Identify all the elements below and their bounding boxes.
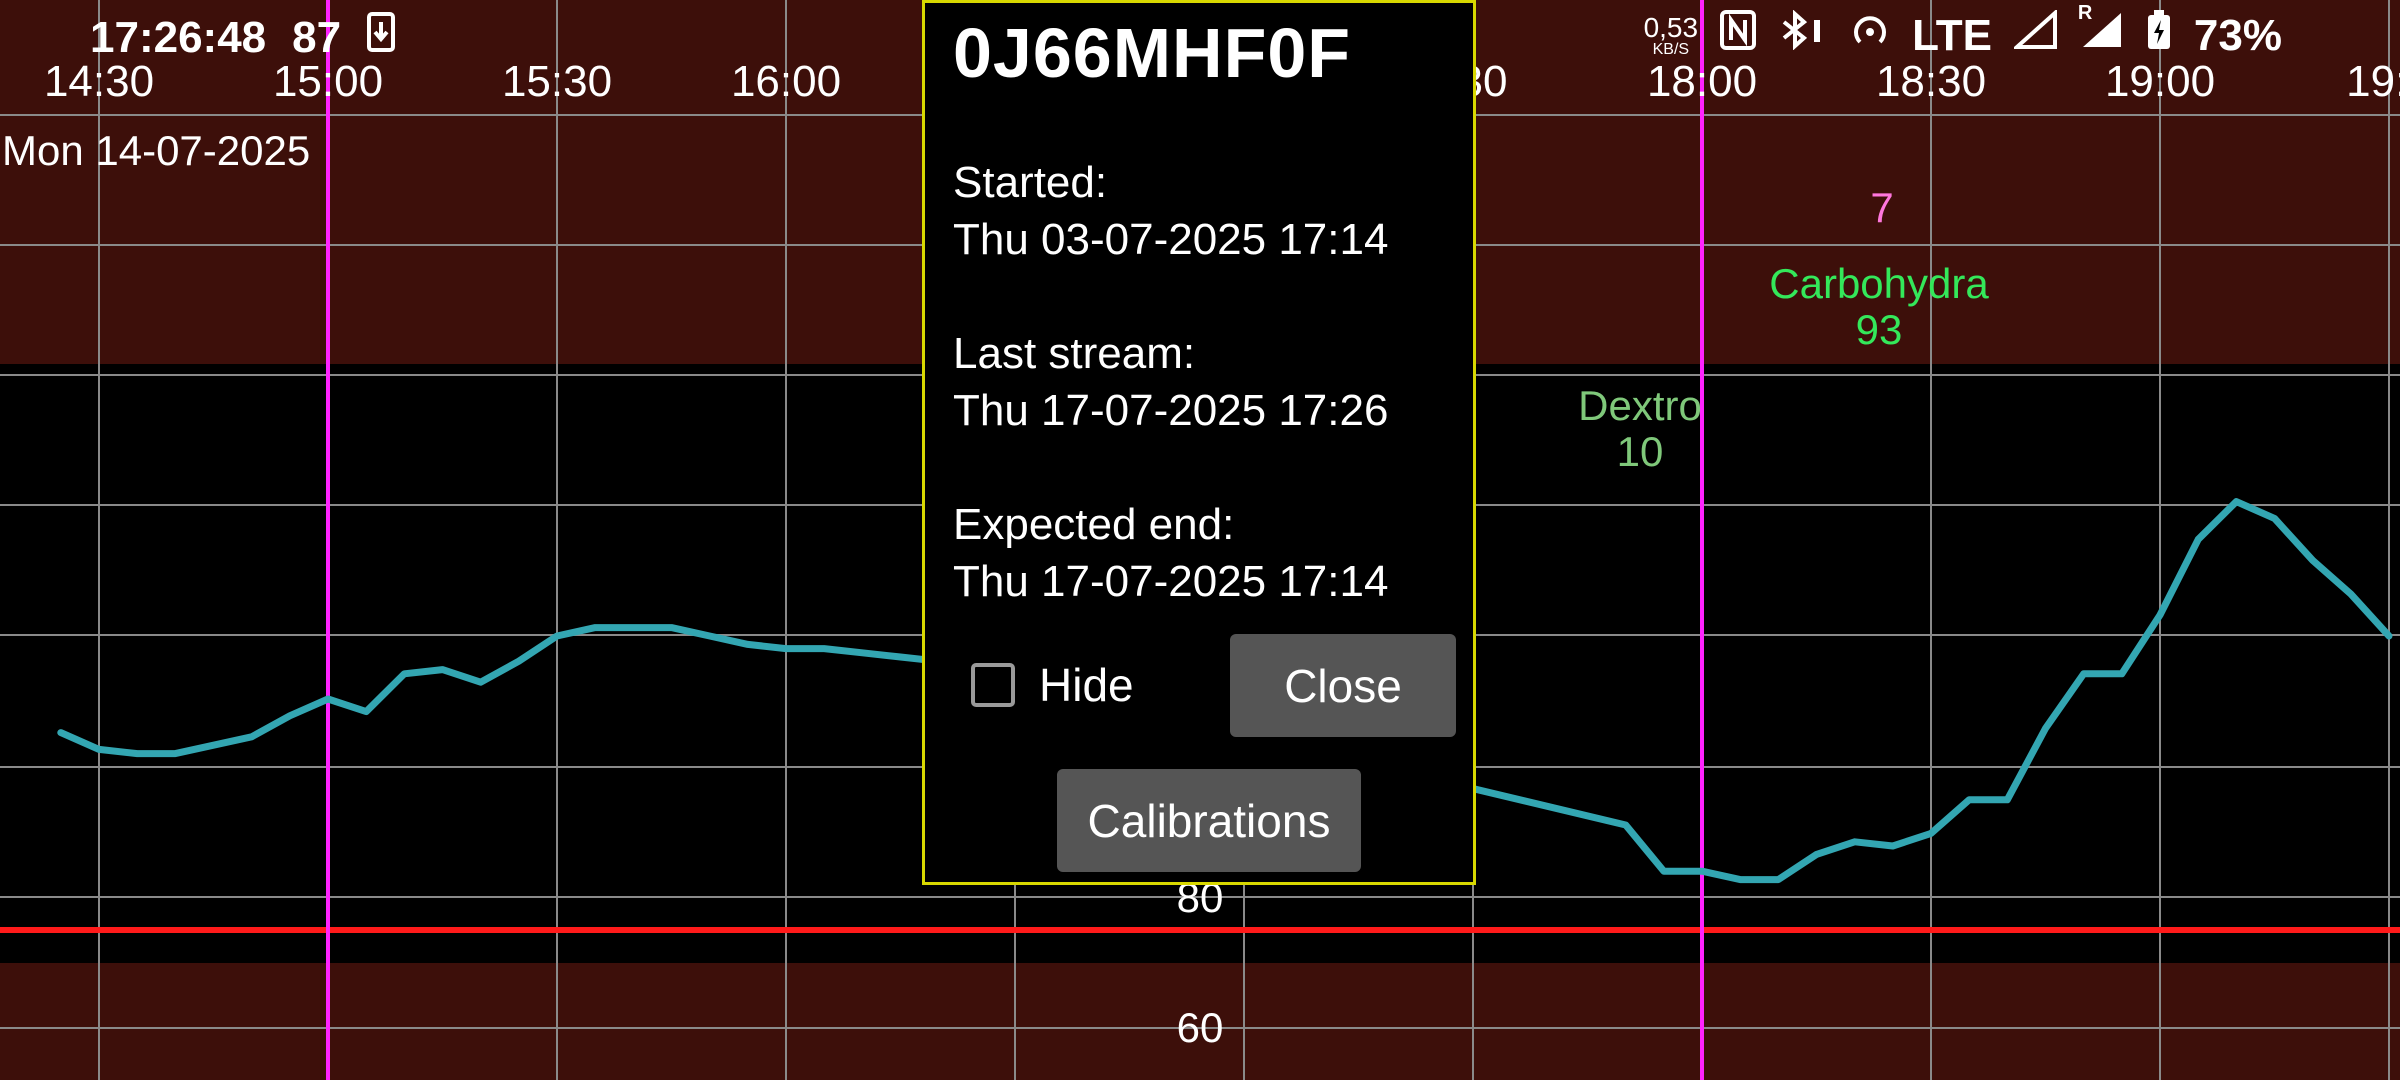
bluetooth-icon [1778,9,1828,61]
started-label: Started: [953,158,1108,207]
annotation-label: Dextro [1578,382,1702,429]
dialog-title: 0J66MHF0F [953,14,1352,92]
expected-end-label: Expected end: [953,500,1235,549]
hide-row[interactable]: Hide [971,658,1134,712]
sensor-info-dialog: 0J66MHF0F Started: Thu 03-07-2025 17:14 … [922,0,1476,885]
x-tick-label: 16:00 [731,57,841,106]
low-band [0,963,2400,1080]
hotspot-icon [1850,10,1890,61]
x-tick-label: 14:30 [44,57,154,106]
nfc-icon [1720,10,1757,61]
x-tick-label: 18:30 [1876,57,1986,106]
annotation-label: 93 [1856,306,1903,353]
last-stream-label: Last stream: [953,329,1196,378]
x-tick-label: 15:00 [273,57,383,106]
signal-roaming-icon: R [2078,2,2124,61]
annotation-label: Carbohydra [1769,260,1989,307]
x-tick-label: 15:30 [502,57,612,106]
glucose-line [57,498,2393,884]
calibrations-button[interactable]: Calibrations [1057,769,1361,872]
y-tick-label: 60 [1177,1004,1224,1051]
x-tick-label: 19:3 [2346,57,2400,106]
battery-percent: 73% [2193,10,2282,60]
status-glucose-indicator: 87 [292,12,342,62]
status-time: 17:26:48 [90,12,267,62]
x-tick-label: 19:00 [2105,57,2215,106]
roaming-label: R [2077,2,2093,24]
close-button[interactable]: Close [1230,634,1456,737]
battery-charging-icon [2146,10,2172,61]
network-speed-value: 0,53 [1643,11,1699,43]
hide-checkbox[interactable] [971,663,1015,707]
annotation-label: 10 [1617,428,1664,475]
signal-icon [2011,8,2058,61]
started-value: Thu 03-07-2025 17:14 [953,215,1389,264]
network-speed-unit: KB/S [1652,40,1690,58]
annotation-label: 7 [1870,184,1893,231]
expected-end-value: Thu 17-07-2025 17:14 [953,557,1389,606]
hide-label[interactable]: Hide [1039,659,1134,711]
last-stream-value: Thu 17-07-2025 17:26 [953,386,1389,435]
network-type: LTE [1912,10,1992,60]
x-tick-label: 18:00 [1647,57,1757,106]
date-label: Mon 14-07-2025 [2,127,310,174]
network-speed: 0,53 KB/S [1643,11,1699,58]
status-bar: 17:26:48 87 0,53 KB/S LTE R 73% [0,0,2400,80]
download-icon [367,12,396,63]
